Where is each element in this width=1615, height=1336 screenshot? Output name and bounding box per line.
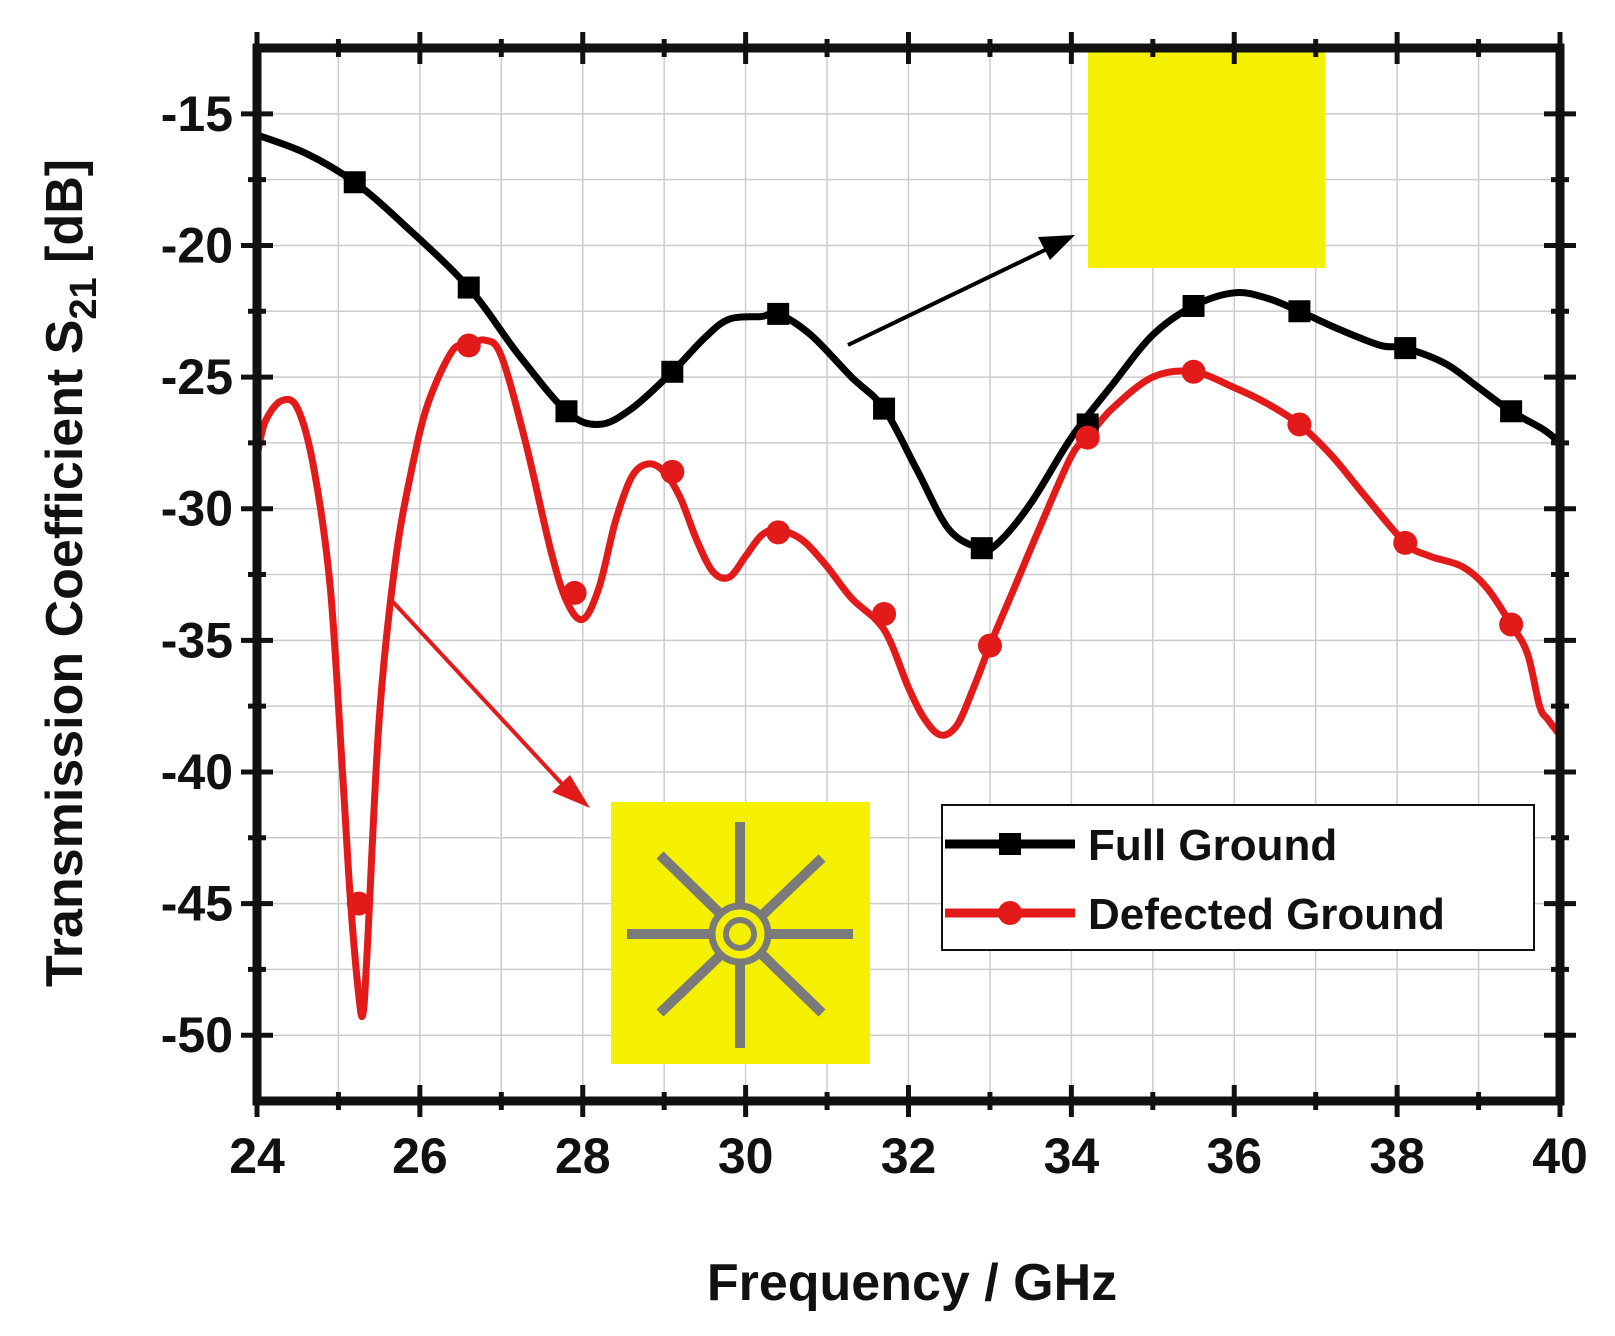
marker-point — [456, 333, 481, 358]
x-tick-label: 40 — [1532, 1128, 1588, 1184]
y-tick-label: -45 — [161, 876, 233, 932]
marker-point — [767, 302, 790, 325]
y-tick-label: -35 — [161, 612, 233, 668]
series-line-0 — [253, 131, 1564, 553]
x-tick-label: 32 — [881, 1128, 937, 1184]
marker-layer — [343, 171, 1524, 916]
marker-point — [977, 633, 1002, 658]
legend-marker-defected-ground — [998, 901, 1022, 925]
y-tick-label: -40 — [161, 744, 233, 800]
marker-point — [555, 400, 578, 423]
marker-point — [562, 580, 587, 605]
marker-point — [872, 601, 897, 626]
marker-point — [1182, 294, 1205, 317]
marker-point — [1287, 412, 1312, 437]
arrow-defected-ground — [391, 600, 590, 808]
marker-point — [346, 891, 371, 916]
marker-point — [970, 537, 993, 560]
inset-full-ground — [1088, 48, 1325, 268]
series-line-1 — [253, 336, 1564, 1021]
marker-point — [1393, 530, 1418, 555]
legend-box — [941, 804, 1535, 951]
x-tick-label: 28 — [555, 1128, 611, 1184]
y-tick-labels: -50 -45 -40 -35 -30 -25 -20 -15 — [161, 86, 233, 1063]
marker-point — [661, 360, 684, 383]
marker-point — [1499, 612, 1524, 637]
y-axis-title-subscript: 21 — [63, 277, 105, 319]
y-axis-title-suffix: [dB] — [36, 159, 94, 277]
series-layer — [253, 131, 1564, 1021]
marker-point — [1181, 359, 1206, 384]
x-tick-label: 24 — [229, 1128, 285, 1184]
marker-point — [1500, 400, 1523, 423]
marker-point — [766, 520, 791, 545]
y-tick-label: -25 — [161, 349, 233, 405]
arrow-full-ground — [847, 235, 1075, 347]
y-tick-label: -30 — [161, 481, 233, 537]
y-tick-label: -15 — [161, 86, 233, 142]
legend: Full Ground Defected Ground — [941, 804, 1535, 951]
x-tick-label: 36 — [1206, 1128, 1262, 1184]
legend-label-defected-ground: Defected Ground — [1088, 890, 1445, 939]
marker-point — [1394, 337, 1417, 360]
y-tick-label: -20 — [161, 217, 233, 273]
x-tick-label: 30 — [718, 1128, 774, 1184]
marker-point — [660, 459, 685, 484]
x-tick-label: 38 — [1369, 1128, 1425, 1184]
ticks — [241, 32, 1576, 1117]
x-axis-title: Frequency / GHz — [707, 1254, 1117, 1312]
y-tick-label: -50 — [161, 1007, 233, 1063]
legend-marker-full-ground — [999, 833, 1021, 855]
legend-label-full-ground: Full Ground — [1088, 821, 1337, 870]
marker-point — [1288, 300, 1311, 323]
y-axis-title: Transmission Coefficient S21 [dB] — [36, 159, 105, 987]
x-tick-label: 34 — [1044, 1128, 1100, 1184]
marker-point — [873, 397, 896, 420]
x-tick-label: 26 — [392, 1128, 448, 1184]
inset-defected-ground — [611, 802, 870, 1064]
y-axis-title-main: Transmission Coefficient S — [36, 320, 94, 988]
marker-point — [343, 171, 366, 194]
x-tick-labels: 24 26 28 30 32 34 36 38 40 — [229, 1128, 1588, 1184]
marker-point — [1075, 425, 1100, 450]
marker-point — [457, 276, 480, 299]
